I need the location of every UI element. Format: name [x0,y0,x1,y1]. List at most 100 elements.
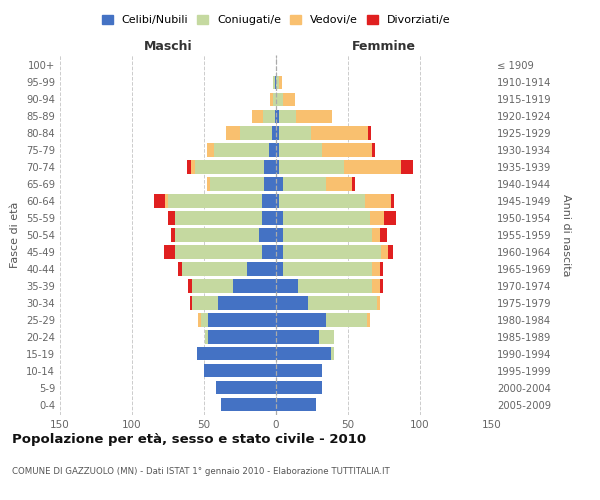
Y-axis label: Anni di nascita: Anni di nascita [561,194,571,276]
Bar [190,296,193,310]
Bar [322,144,373,156]
Bar [276,92,283,106]
Bar [276,347,331,360]
Bar [380,280,383,292]
Bar [262,194,276,207]
Bar [198,314,201,326]
Bar [401,160,413,173]
Bar [214,144,269,156]
Bar [208,314,276,326]
Bar [191,160,196,173]
Bar [283,228,373,241]
Bar [187,160,191,173]
Bar [276,280,298,292]
Bar [262,246,276,258]
Bar [175,212,262,224]
Bar [276,296,308,310]
Bar [154,194,165,207]
Bar [276,364,322,378]
Bar [205,330,208,344]
Bar [380,262,383,276]
Bar [263,110,275,123]
Bar [279,160,344,173]
Bar [247,262,276,276]
Bar [270,92,273,106]
Bar [279,126,311,140]
Bar [368,126,371,140]
Bar [276,398,316,411]
Bar [276,212,283,224]
Bar [276,194,279,207]
Bar [388,246,392,258]
Bar [331,347,334,360]
Bar [276,314,326,326]
Text: Femmine: Femmine [352,40,416,54]
Bar [283,262,373,276]
Bar [201,314,208,326]
Bar [193,280,233,292]
Bar [259,228,276,241]
Bar [370,212,384,224]
Text: COMUNE DI GAZZUOLO (MN) - Dati ISTAT 1° gennaio 2010 - Elaborazione TUTTITALIA.I: COMUNE DI GAZZUOLO (MN) - Dati ISTAT 1° … [12,468,390,476]
Text: Maschi: Maschi [143,40,193,54]
Bar [276,330,319,344]
Bar [276,262,283,276]
Bar [276,76,279,89]
Bar [283,212,370,224]
Bar [276,110,279,123]
Bar [226,126,240,140]
Bar [262,212,276,224]
Bar [381,246,388,258]
Bar [265,160,276,173]
Bar [279,110,296,123]
Bar [178,262,182,276]
Bar [221,398,276,411]
Bar [326,178,352,190]
Bar [373,280,380,292]
Bar [269,144,276,156]
Bar [233,280,276,292]
Bar [391,194,394,207]
Bar [326,314,367,326]
Bar [251,110,263,123]
Bar [273,92,276,106]
Bar [188,280,193,292]
Bar [171,228,175,241]
Bar [279,194,365,207]
Bar [265,178,276,190]
Bar [279,144,322,156]
Bar [276,228,283,241]
Bar [298,280,373,292]
Bar [208,330,276,344]
Bar [373,262,380,276]
Bar [276,144,279,156]
Bar [272,126,276,140]
Bar [384,212,395,224]
Bar [276,381,322,394]
Bar [196,160,265,173]
Bar [165,194,168,207]
Bar [308,296,377,310]
Bar [276,160,279,173]
Bar [204,364,276,378]
Y-axis label: Fasce di età: Fasce di età [10,202,20,268]
Bar [367,314,370,326]
Bar [218,296,276,310]
Bar [283,178,326,190]
Bar [380,228,387,241]
Bar [276,178,283,190]
Bar [175,228,259,241]
Bar [352,178,355,190]
Bar [275,110,276,123]
Bar [365,194,391,207]
Bar [377,296,380,310]
Bar [319,330,334,344]
Bar [296,110,332,123]
Bar [240,126,272,140]
Bar [175,246,262,258]
Bar [168,194,262,207]
Bar [164,246,175,258]
Bar [279,76,282,89]
Bar [276,246,283,258]
Bar [207,178,210,190]
